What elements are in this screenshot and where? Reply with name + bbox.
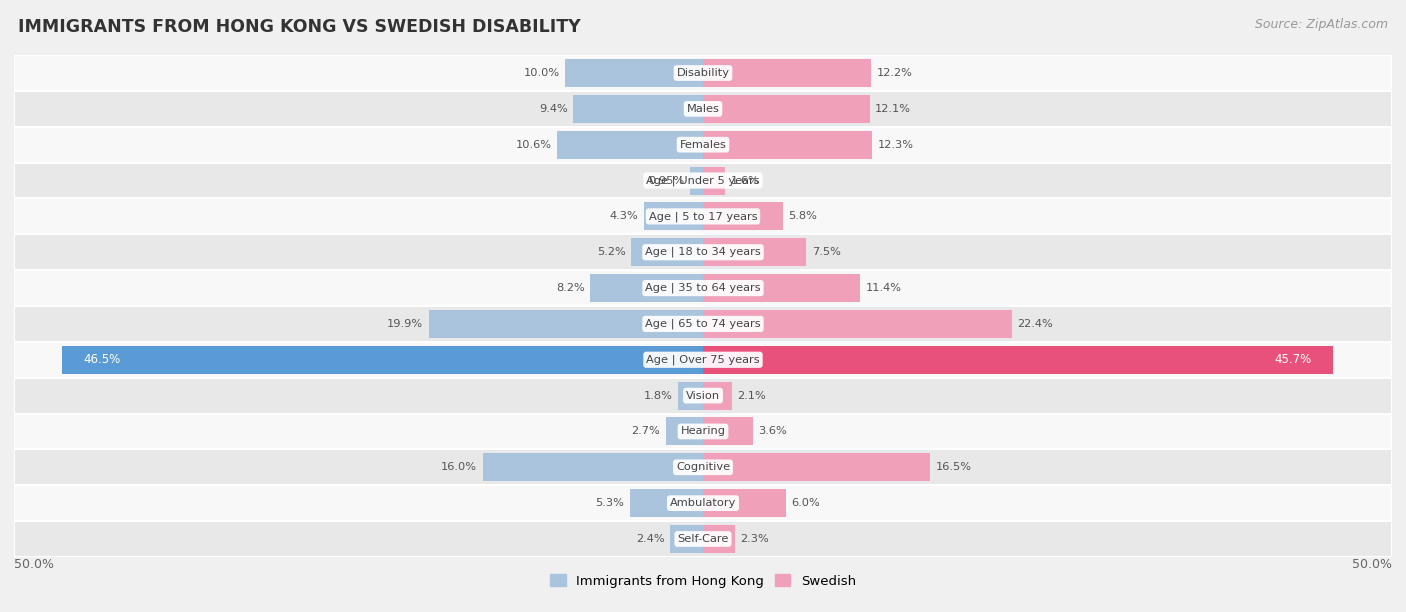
Text: 11.4%: 11.4% (866, 283, 901, 293)
Text: 12.1%: 12.1% (875, 104, 911, 114)
Text: Age | 18 to 34 years: Age | 18 to 34 years (645, 247, 761, 258)
Bar (14, 521, 1392, 557)
Bar (429, 310, 703, 338)
Text: Age | 5 to 17 years: Age | 5 to 17 years (648, 211, 758, 222)
Text: IMMIGRANTS FROM HONG KONG VS SWEDISH DISABILITY: IMMIGRANTS FROM HONG KONG VS SWEDISH DIS… (18, 18, 581, 36)
Text: 16.5%: 16.5% (936, 462, 972, 472)
Text: 7.5%: 7.5% (811, 247, 841, 257)
Text: 5.3%: 5.3% (596, 498, 624, 508)
Bar (703, 525, 735, 553)
Text: 9.4%: 9.4% (540, 104, 568, 114)
Bar (669, 525, 703, 553)
Text: 5.2%: 5.2% (598, 247, 626, 257)
Text: Ambulatory: Ambulatory (669, 498, 737, 508)
Bar (644, 203, 703, 230)
Text: 2.7%: 2.7% (631, 427, 661, 436)
Bar (14, 198, 1392, 234)
Text: 46.5%: 46.5% (83, 353, 120, 366)
Text: 6.0%: 6.0% (792, 498, 820, 508)
Text: Age | 65 to 74 years: Age | 65 to 74 years (645, 319, 761, 329)
Bar (62, 346, 703, 374)
Bar (14, 485, 1392, 521)
Text: Males: Males (686, 104, 720, 114)
Text: 50.0%: 50.0% (1353, 558, 1392, 570)
Bar (14, 378, 1392, 414)
Text: 45.7%: 45.7% (1275, 353, 1312, 366)
Bar (703, 489, 786, 517)
Bar (14, 414, 1392, 449)
Bar (703, 59, 872, 87)
Text: 16.0%: 16.0% (441, 462, 477, 472)
Text: 3.6%: 3.6% (758, 427, 787, 436)
Legend: Immigrants from Hong Kong, Swedish: Immigrants from Hong Kong, Swedish (544, 569, 862, 593)
Text: Age | Under 5 years: Age | Under 5 years (647, 175, 759, 186)
Text: Hearing: Hearing (681, 427, 725, 436)
Bar (14, 234, 1392, 270)
Text: 22.4%: 22.4% (1017, 319, 1053, 329)
Bar (591, 274, 703, 302)
Bar (703, 310, 1012, 338)
Text: Age | Over 75 years: Age | Over 75 years (647, 354, 759, 365)
Bar (14, 163, 1392, 198)
Text: 5.8%: 5.8% (789, 211, 817, 222)
Bar (574, 95, 703, 123)
Bar (14, 342, 1392, 378)
Text: Cognitive: Cognitive (676, 462, 730, 472)
Bar (666, 417, 703, 446)
Text: Vision: Vision (686, 390, 720, 401)
Text: Disability: Disability (676, 68, 730, 78)
Text: 1.6%: 1.6% (731, 176, 759, 185)
Bar (14, 127, 1392, 163)
Bar (14, 91, 1392, 127)
Text: Age | 35 to 64 years: Age | 35 to 64 years (645, 283, 761, 293)
Text: 12.2%: 12.2% (876, 68, 912, 78)
Bar (703, 131, 873, 159)
Bar (678, 382, 703, 409)
Bar (631, 238, 703, 266)
Bar (14, 270, 1392, 306)
Bar (703, 453, 931, 481)
Text: 1.8%: 1.8% (644, 390, 672, 401)
Bar (565, 59, 703, 87)
Bar (703, 95, 870, 123)
Bar (482, 453, 703, 481)
Text: 0.95%: 0.95% (648, 176, 685, 185)
Bar (14, 306, 1392, 342)
Bar (703, 203, 783, 230)
Text: 2.3%: 2.3% (740, 534, 769, 544)
Bar (557, 131, 703, 159)
Bar (14, 55, 1392, 91)
Text: 4.3%: 4.3% (609, 211, 638, 222)
Text: 10.6%: 10.6% (516, 140, 551, 150)
Bar (690, 166, 703, 195)
Text: 12.3%: 12.3% (877, 140, 914, 150)
Bar (703, 346, 1333, 374)
Text: 19.9%: 19.9% (387, 319, 423, 329)
Bar (14, 449, 1392, 485)
Bar (703, 166, 725, 195)
Text: Self-Care: Self-Care (678, 534, 728, 544)
Text: 8.2%: 8.2% (555, 283, 585, 293)
Bar (630, 489, 703, 517)
Text: 10.0%: 10.0% (523, 68, 560, 78)
Text: 2.4%: 2.4% (636, 534, 665, 544)
Text: Females: Females (679, 140, 727, 150)
Text: 2.1%: 2.1% (738, 390, 766, 401)
Text: Source: ZipAtlas.com: Source: ZipAtlas.com (1254, 18, 1388, 31)
Bar (703, 274, 860, 302)
Bar (703, 382, 733, 409)
Bar (703, 417, 752, 446)
Text: 50.0%: 50.0% (14, 558, 53, 570)
Bar (703, 238, 807, 266)
